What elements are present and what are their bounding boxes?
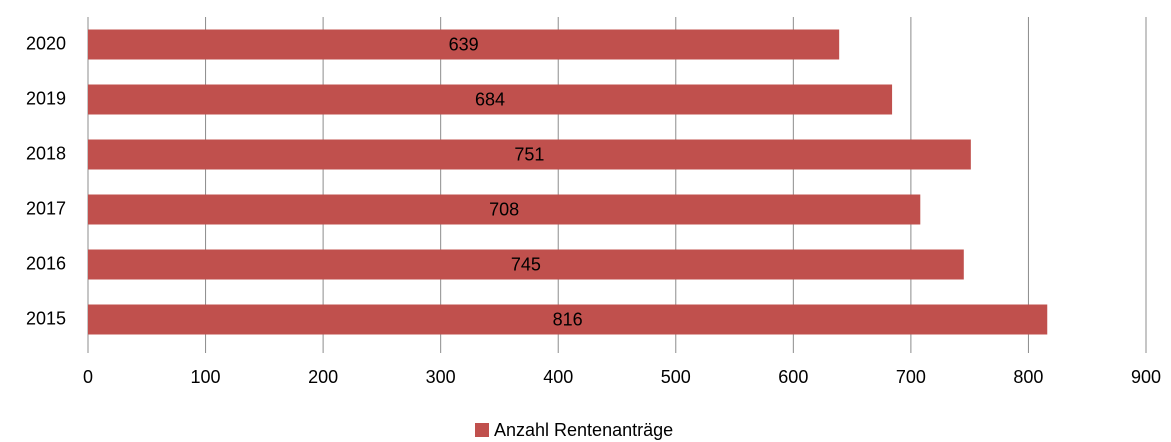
x-tick-label: 700 <box>896 367 926 387</box>
bar <box>88 29 840 60</box>
legend-label: Anzahl Rentenanträge <box>494 420 673 440</box>
x-tick-label: 400 <box>543 367 573 387</box>
x-tick-label: 800 <box>1013 367 1043 387</box>
y-tick-label: 2019 <box>26 88 66 108</box>
legend-swatch <box>475 423 489 437</box>
data-label: 816 <box>553 309 583 329</box>
bar <box>88 194 921 225</box>
y-tick-label: 2017 <box>26 198 66 218</box>
bar <box>88 84 893 115</box>
bar <box>88 139 971 170</box>
data-label: 684 <box>475 89 505 109</box>
y-tick-label: 2018 <box>26 143 66 163</box>
x-tick-label: 100 <box>191 367 221 387</box>
x-tick-label: 600 <box>778 367 808 387</box>
y-tick-label: 2015 <box>26 308 66 328</box>
y-tick-label: 2016 <box>26 253 66 273</box>
data-label: 751 <box>514 144 544 164</box>
bar <box>88 249 964 280</box>
x-tick-label: 200 <box>308 367 338 387</box>
x-tick-label: 0 <box>83 367 93 387</box>
data-label: 639 <box>449 34 479 54</box>
x-tick-label: 900 <box>1131 367 1161 387</box>
data-label: 745 <box>511 254 541 274</box>
y-tick-label: 2020 <box>26 33 66 53</box>
x-tick-label: 300 <box>426 367 456 387</box>
bar <box>88 304 1048 335</box>
x-tick-label: 500 <box>661 367 691 387</box>
data-label: 708 <box>489 199 519 219</box>
